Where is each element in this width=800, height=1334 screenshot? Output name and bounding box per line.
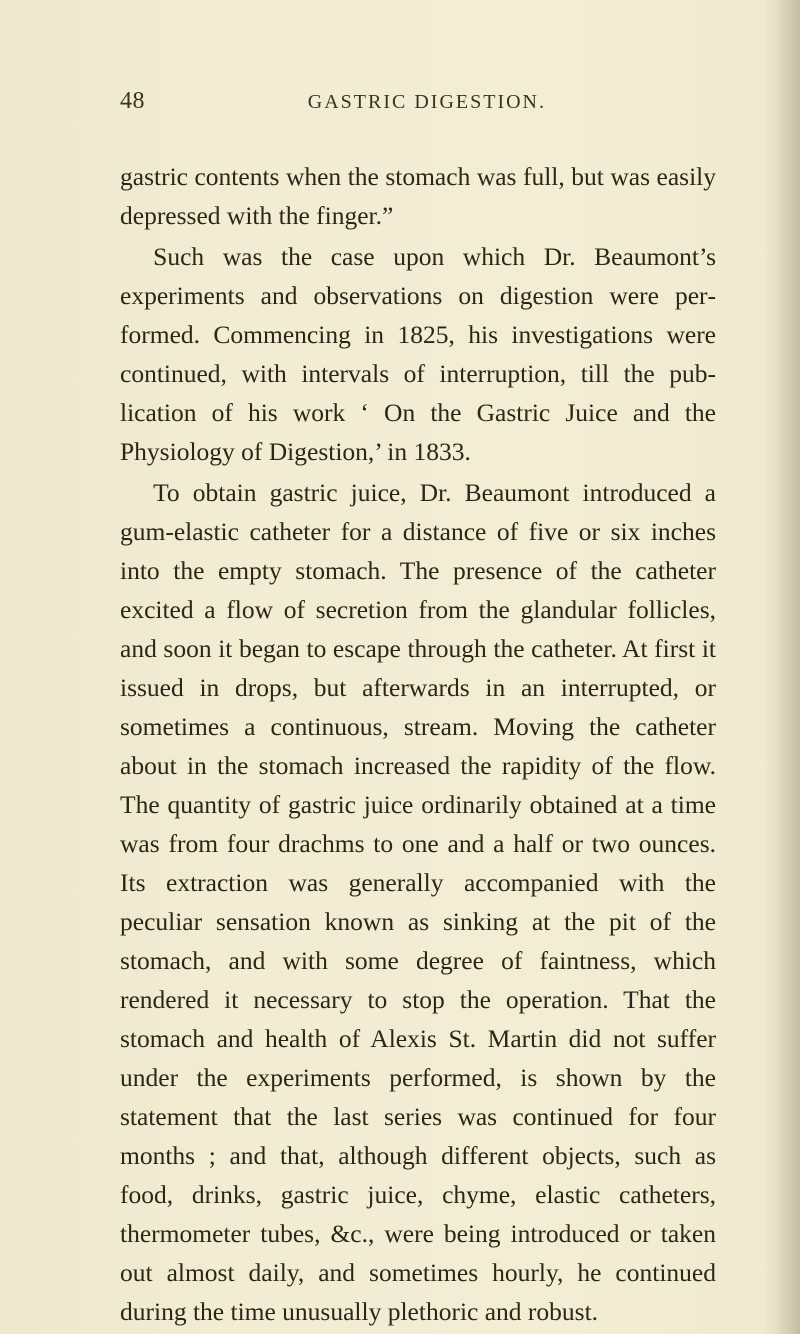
page: 48 GASTRIC DIGESTION. gastric contents w… xyxy=(0,0,800,1334)
paragraph: Such was the case upon which Dr. Beaumon… xyxy=(120,237,716,471)
page-number: 48 xyxy=(120,88,145,115)
body-text: gastric contents when the stomach was fu… xyxy=(120,157,716,1334)
running-head: GASTRIC DIGESTION. xyxy=(308,91,546,114)
page-header: 48 GASTRIC DIGESTION. xyxy=(120,88,716,115)
paragraph: gastric contents when the stomach was fu… xyxy=(120,157,716,235)
paragraph: To obtain gastric juice, Dr. Beaumont in… xyxy=(120,473,716,1331)
